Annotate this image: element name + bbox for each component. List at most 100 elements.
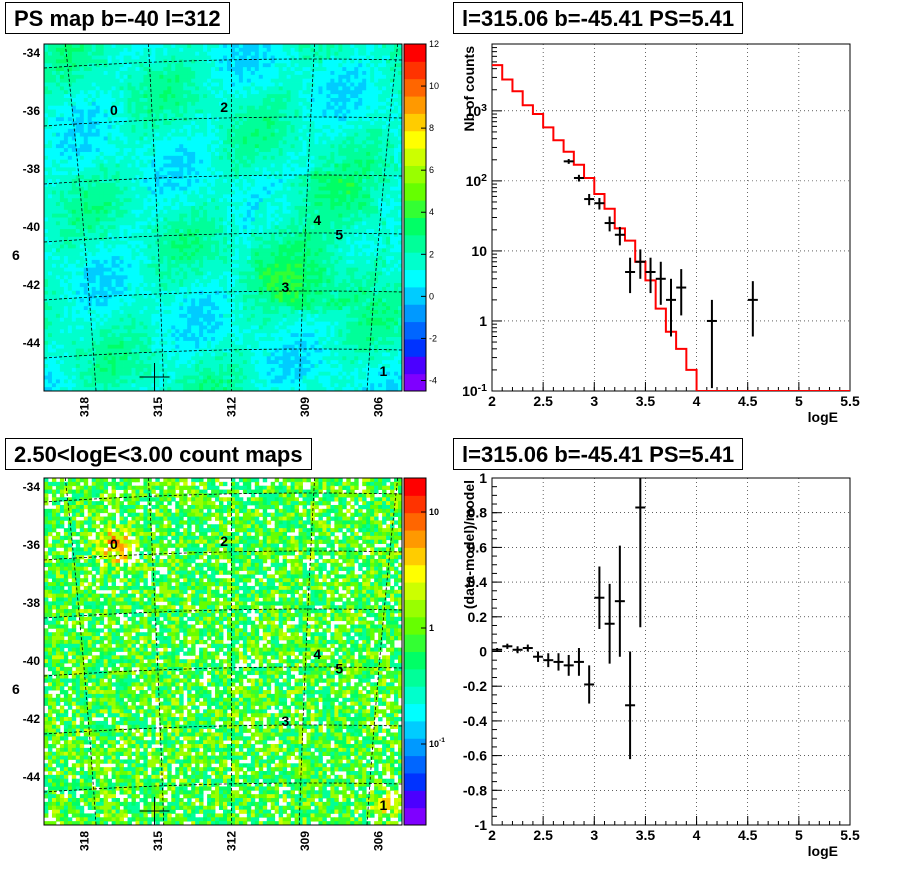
heatmap-cell [67,256,73,261]
heatmap-cell [63,63,69,68]
heatmap-cell [87,144,93,149]
heatmap-cell [135,267,140,272]
heatmap-cell [59,232,65,238]
heatmap-cell [242,82,248,87]
heatmap-cell [159,348,164,353]
heatmap-cell [171,248,176,253]
heatmap-cell [191,175,196,180]
heatmap-cell [199,298,204,303]
heatmap-cell [115,132,120,137]
heatmap-cell [223,136,228,141]
heatmap-cell [147,167,152,172]
heatmap-cell [207,321,212,326]
heatmap-cell [187,379,192,384]
heatmap-cell [83,267,89,272]
heatmap-cell [44,47,49,53]
heatmap-cell [151,232,156,238]
heatmap-cell [55,78,61,83]
heatmap-cell [143,44,148,49]
heatmap-cell [123,298,128,303]
heatmap-cell [63,94,69,99]
heatmap-cell [51,155,57,161]
heatmap-cell [79,117,85,122]
heatmap-cell [215,101,220,107]
heatmap-cell [258,360,264,365]
heatmap-cell [238,244,244,249]
heatmap-cell [103,124,109,130]
heatmap-cell [258,159,264,164]
heatmap-cell [119,128,124,134]
heatmap-cell [143,163,148,168]
heatmap-cell [163,294,168,299]
heatmap-cell [99,178,105,184]
heatmap-cell [99,371,105,376]
heatmap-cell [51,298,57,303]
heatmap-cell [83,159,89,164]
heatmap-cell [111,205,116,211]
heatmap-cell [135,221,140,226]
heatmap-cell [234,97,240,103]
heatmap-cell [143,221,148,226]
heatmap-cell [107,202,113,207]
heatmap-cell [226,275,232,280]
heatmap-cell [238,371,244,376]
heatmap-cell [147,348,152,353]
heatmap-cell [219,232,224,238]
heatmap-cell [203,279,208,284]
heatmap-cell [91,348,97,353]
heatmap-cell [47,47,53,53]
heatmap-cell [47,186,53,191]
heatmap-cell [135,217,140,222]
heatmap-cell [123,375,128,380]
heatmap-cell [63,213,69,218]
heatmap-cell [103,151,109,157]
heatmap-cell [135,294,140,299]
heatmap-cell [47,367,53,373]
heatmap-cell [246,325,252,330]
heatmap-cell [238,47,244,53]
heatmap-cell [167,271,172,276]
heatmap-cell [71,178,77,184]
heatmap-cell [183,236,188,242]
heatmap-cell [163,82,168,87]
heatmap-cell [167,51,172,56]
heatmap-cell [75,279,81,284]
heatmap-cell [47,321,53,326]
heatmap-cell [171,128,176,134]
heatmap-cell [143,329,148,334]
heatmap-cell [107,70,113,76]
heatmap-cell [215,221,220,226]
heatmap-cell [95,286,101,292]
heatmap-cell [55,205,61,211]
heatmap-cell [87,298,93,303]
heatmap-cell [187,248,192,253]
heatmap-cell [111,259,116,265]
heatmap-cell [159,279,164,284]
heatmap-cell [242,267,248,272]
heatmap-cell [119,225,124,230]
heatmap-cell [143,356,148,361]
heatmap-cell [226,221,232,226]
heatmap-cell [175,313,180,319]
heatmap-cell [55,286,61,292]
heatmap-cell [183,383,188,388]
heatmap-cell [211,252,216,257]
heatmap-cell [127,86,132,91]
heatmap-cell [103,221,109,226]
heatmap-cell [226,113,232,118]
heatmap-cell [187,144,192,149]
heatmap-cell [59,198,65,203]
heatmap-cell [155,252,160,257]
heatmap-cell [175,167,180,172]
heatmap-cell [123,70,128,76]
heatmap-cell [115,379,120,384]
heatmap-cell [111,240,116,245]
heatmap-cell [75,367,81,373]
heatmap-cell [179,128,184,134]
heatmap-cell [234,171,240,176]
heatmap-cell [71,271,77,276]
heatmap-cell [87,387,93,391]
heatmap-cell [83,232,89,238]
heatmap-cell [51,236,57,242]
heatmap-cell [207,337,212,342]
